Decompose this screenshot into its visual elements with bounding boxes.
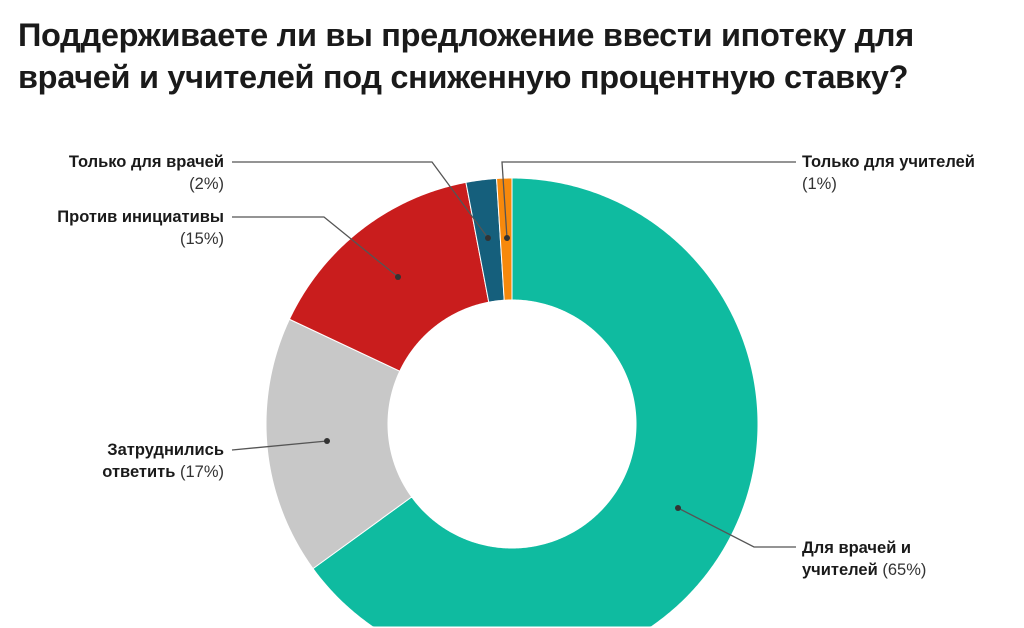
dot-against xyxy=(395,274,401,280)
label-undecided: Затруднились ответить (17%) xyxy=(54,439,224,483)
label-teachers-only: Только для учителей (1%) xyxy=(802,151,975,195)
dot-both xyxy=(675,505,681,511)
label-both: Для врачей и учителей (65%) xyxy=(802,537,952,581)
chart-title: Поддерживаете ли вы предложение ввести и… xyxy=(18,17,914,95)
label-against: Против инициативы (15%) xyxy=(57,206,224,250)
leader-line-doctors-only xyxy=(232,161,489,239)
label-name: Только для врачей xyxy=(68,153,224,171)
label-pct: (1%) xyxy=(802,175,837,193)
label-pct: (65%) xyxy=(882,561,927,579)
label-name: Против инициативы xyxy=(57,208,224,226)
dot-doctors-only xyxy=(485,235,491,241)
dot-undecided xyxy=(324,438,330,444)
label-doctors-only: Только для врачей (2%) xyxy=(69,151,224,195)
leader-line-both xyxy=(677,507,796,548)
label-name: Затруднились ответить xyxy=(102,441,224,481)
label-name: Только для учителей xyxy=(802,153,975,171)
dot-teachers-only xyxy=(504,235,510,241)
label-name: Для врачей и учителей xyxy=(802,539,912,579)
label-pct: (15%) xyxy=(179,230,224,248)
leader-line-teachers-only xyxy=(501,161,796,239)
leader-line-undecided xyxy=(231,440,328,451)
leader-line-against xyxy=(232,216,399,278)
label-pct: (17%) xyxy=(179,463,224,481)
label-pct: (2%) xyxy=(189,175,224,193)
